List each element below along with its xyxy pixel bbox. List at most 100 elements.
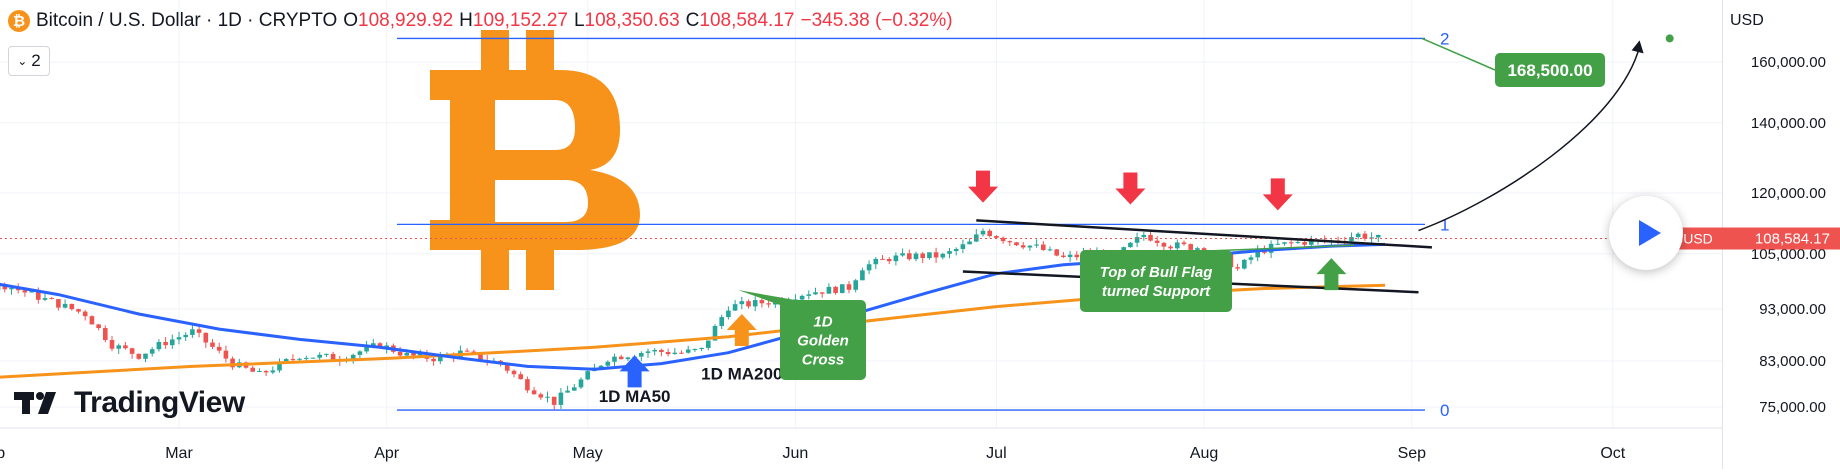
candle-body xyxy=(1162,243,1167,247)
candle-body xyxy=(1356,234,1361,237)
candle-body xyxy=(130,348,135,354)
high-label: H xyxy=(459,10,473,32)
candle-body xyxy=(525,379,530,390)
candle-body xyxy=(217,347,222,351)
time-tick-label: Feb xyxy=(0,445,5,462)
target-connector xyxy=(1422,38,1495,70)
candle-body xyxy=(317,355,322,358)
candle-body xyxy=(820,292,825,293)
candle-body xyxy=(271,370,276,372)
candle-body xyxy=(311,358,316,359)
candle-body xyxy=(1155,241,1160,243)
candle-body xyxy=(1182,242,1187,244)
brand-name: TradingView xyxy=(74,386,245,420)
candle-body xyxy=(49,298,54,299)
ma200-label: 1D MA200 xyxy=(701,365,782,384)
play-icon xyxy=(1609,196,1683,270)
target-point xyxy=(1666,34,1674,42)
candle-body xyxy=(827,287,832,294)
indicator-toggle-button[interactable]: ⌄ 2 xyxy=(8,46,50,76)
candle-body xyxy=(1048,249,1053,250)
layer-count: 2 xyxy=(31,51,40,71)
candle-body xyxy=(90,316,95,324)
candle-body xyxy=(518,374,523,379)
candle-body xyxy=(639,353,644,357)
candle-body xyxy=(1142,235,1147,237)
candle-body xyxy=(733,304,738,310)
time-tick-label: Apr xyxy=(374,445,400,462)
candle-body xyxy=(96,324,101,328)
candle-body xyxy=(137,354,142,359)
candle-body xyxy=(183,335,188,337)
target-callout-text: 168,500.00 xyxy=(1507,61,1592,80)
time-tick-label: Mar xyxy=(165,445,193,462)
candle-body xyxy=(753,300,758,306)
candle-body xyxy=(157,342,162,349)
bull-flag-callout-text: Top of Bull Flag xyxy=(1100,264,1213,281)
candle-body xyxy=(894,255,899,261)
candle-body xyxy=(431,359,436,361)
golden-cross-callout-text: Golden xyxy=(797,332,849,349)
currency-label[interactable]: USD xyxy=(1730,12,1764,30)
candle-body xyxy=(1128,243,1133,247)
candle-body xyxy=(70,304,75,309)
fib-level-label: 2 xyxy=(1440,29,1449,48)
candle-body xyxy=(257,371,262,372)
candle-body xyxy=(853,280,858,290)
ma50-arrow-icon xyxy=(620,355,650,387)
candle-body xyxy=(1242,260,1247,269)
candle-body xyxy=(43,298,48,300)
candle-body xyxy=(914,254,919,260)
candle-body xyxy=(626,358,631,360)
sell-arrow-icon xyxy=(1263,178,1293,210)
candle-body xyxy=(967,242,972,245)
ma200-arrow-icon xyxy=(727,314,757,346)
candle-body xyxy=(760,300,765,303)
candle-body xyxy=(143,354,148,359)
candle-body xyxy=(1068,255,1073,257)
candle-body xyxy=(659,350,664,352)
candle-body xyxy=(874,259,879,264)
change-value: −345.38 (−0.32%) xyxy=(800,10,952,32)
candle-body xyxy=(726,311,731,318)
candle-body xyxy=(867,264,872,270)
candle-body xyxy=(76,309,81,312)
candle-body xyxy=(941,254,946,258)
candle-body xyxy=(552,397,557,405)
candle-body xyxy=(840,284,845,293)
candle-body xyxy=(177,337,182,339)
tradingview-brand[interactable]: TradingView xyxy=(14,386,245,420)
replay-play-button[interactable] xyxy=(1609,196,1683,270)
time-tick-label: Jun xyxy=(783,445,809,462)
candle-body xyxy=(579,379,584,387)
candle-body xyxy=(847,284,852,290)
time-tick-label: Sep xyxy=(1398,445,1427,462)
candle-body xyxy=(250,368,255,372)
candle-body xyxy=(197,329,202,333)
candle-body xyxy=(210,343,215,347)
candle-body xyxy=(673,353,678,354)
candle-body xyxy=(880,259,885,260)
candle-body xyxy=(1168,247,1173,249)
candle-body xyxy=(63,304,68,308)
open-label: O xyxy=(343,10,358,32)
candle-body xyxy=(56,299,61,308)
time-tick-label: Aug xyxy=(1190,445,1218,462)
bitcoin-logo xyxy=(430,30,640,290)
candle-body xyxy=(512,371,517,374)
chevron-down-icon: ⌄ xyxy=(17,54,27,68)
golden-cross-callout-text: Cross xyxy=(802,351,845,368)
candle-body xyxy=(954,249,959,251)
candle-body xyxy=(974,234,979,241)
candle-body xyxy=(1363,234,1368,239)
high-value: 109,152.27 xyxy=(473,10,568,32)
candle-body xyxy=(204,333,209,343)
symbol-title[interactable]: Bitcoin / U.S. Dollar · 1D · CRYPTO xyxy=(36,10,337,32)
price-scale-panel[interactable] xyxy=(1722,0,1840,469)
candle-body xyxy=(304,358,309,359)
candle-body xyxy=(465,351,470,352)
